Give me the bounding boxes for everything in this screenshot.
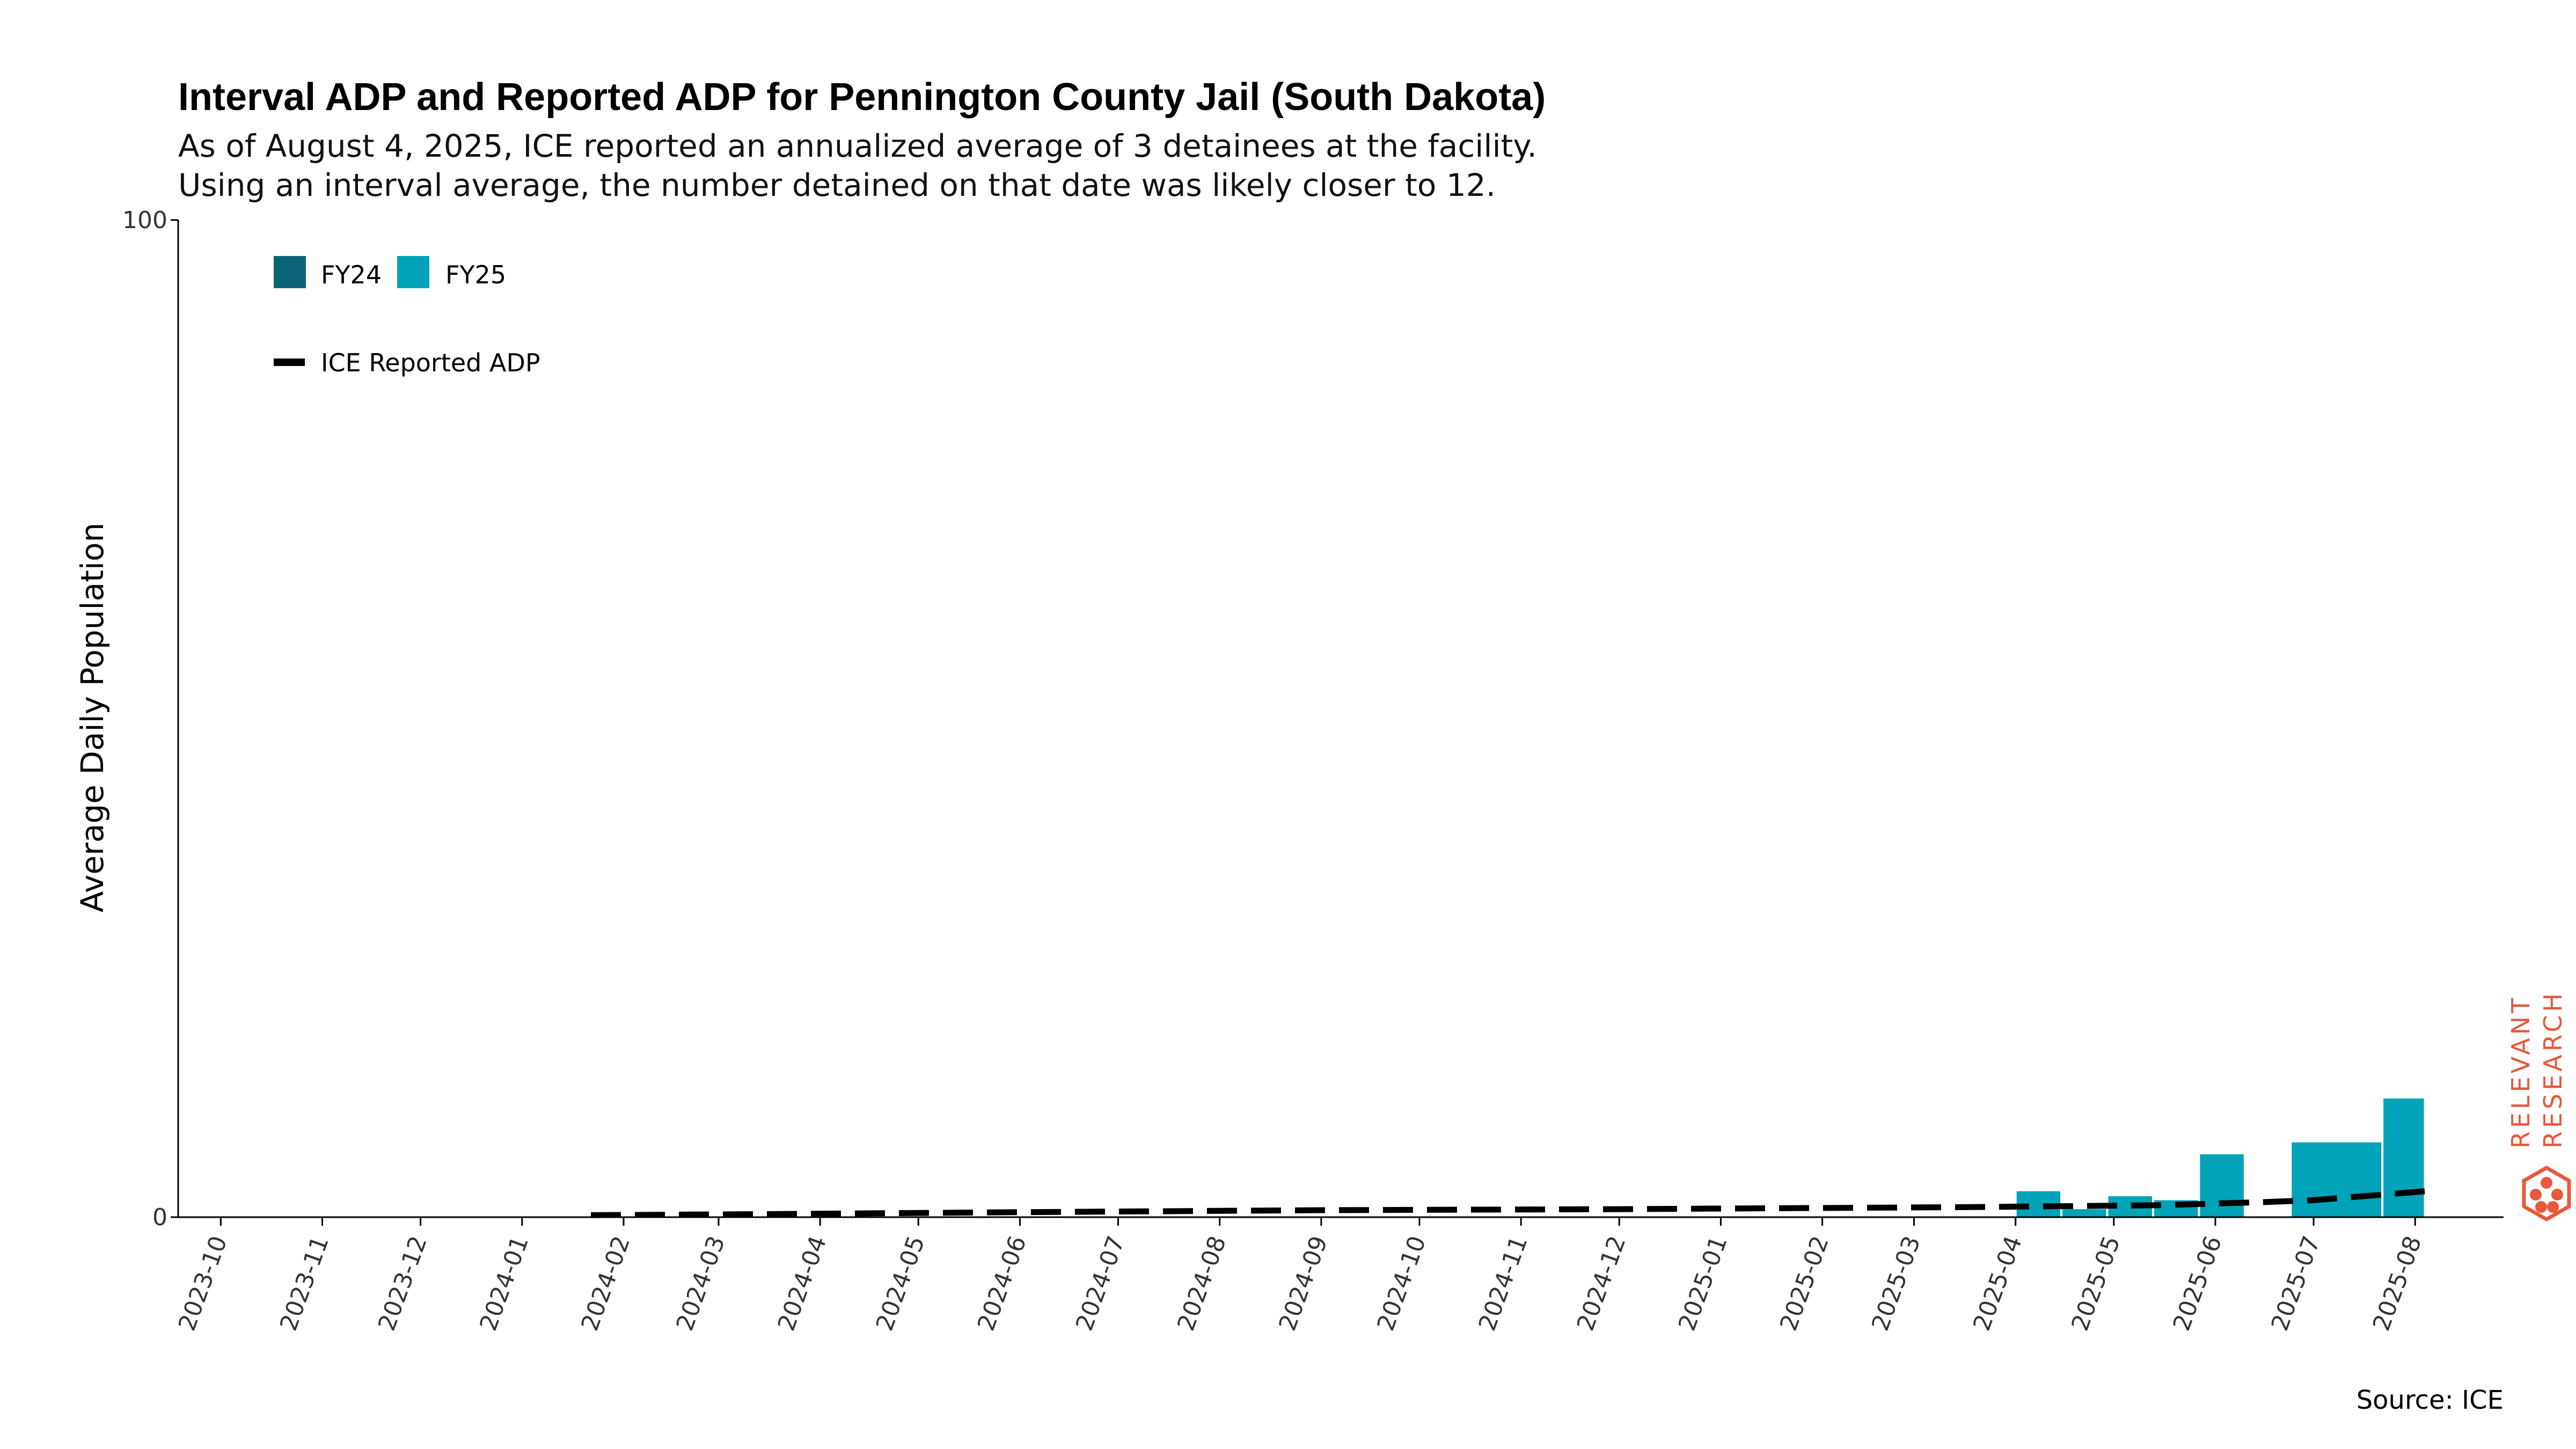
x-tick-label: 2025-04 bbox=[1968, 1232, 2028, 1334]
brand-line-2: RESEARCH bbox=[2538, 990, 2567, 1148]
x-tick-label: 2023-10 bbox=[173, 1232, 233, 1334]
bar-fy25-2 bbox=[2062, 1209, 2106, 1217]
legend-swatch-fy24 bbox=[274, 256, 306, 288]
legend: FY24 FY25 ICE Reported ADP bbox=[274, 256, 540, 377]
x-tick-label: 2024-06 bbox=[972, 1232, 1032, 1334]
bar-fy25-7 bbox=[2292, 1142, 2382, 1217]
x-axis-ticks: 2023-10 2023-11 2023-12 2024-01 2024-02 2024-… bbox=[173, 1217, 2427, 1335]
legend-swatch-fy25 bbox=[397, 256, 429, 288]
x-tick-label: 2025-06 bbox=[2168, 1232, 2227, 1334]
reported-adp-line bbox=[590, 1188, 2425, 1218]
x-tick-label: 2023-11 bbox=[275, 1232, 334, 1334]
legend-label-fy24: FY24 bbox=[321, 260, 382, 289]
chart-subtitle-line-1: As of August 4, 2025, ICE reported an an… bbox=[178, 128, 1537, 164]
bars bbox=[2016, 1098, 2424, 1217]
y-axis-ticks: 0 100 bbox=[122, 207, 178, 1231]
x-tick-label: 2024-05 bbox=[871, 1232, 931, 1334]
y-tick-label: 0 bbox=[152, 1204, 167, 1231]
x-tick-label: 2025-07 bbox=[2266, 1232, 2326, 1334]
relevant-research-logo: RELEVANT RESEARCH bbox=[2506, 990, 2571, 1222]
x-tick-label: 2024-02 bbox=[576, 1232, 636, 1334]
x-tick-label: 2024-04 bbox=[773, 1232, 832, 1334]
x-tick-label: 2024-11 bbox=[1474, 1232, 1533, 1334]
x-tick-label: 2024-08 bbox=[1172, 1232, 1232, 1334]
legend-label-reported-adp: ICE Reported ADP bbox=[321, 348, 540, 377]
legend-label-fy25: FY25 bbox=[445, 260, 506, 289]
line-reported-adp bbox=[590, 1188, 2425, 1218]
x-tick-label: 2025-01 bbox=[1673, 1232, 1733, 1334]
x-tick-label: 2025-08 bbox=[2368, 1232, 2427, 1334]
x-tick-label: 2024-01 bbox=[474, 1232, 534, 1334]
x-tick-label: 2024-10 bbox=[1372, 1232, 1432, 1334]
chart-title: Interval ADP and Reported ADP for Pennin… bbox=[178, 76, 1546, 119]
y-tick-label: 100 bbox=[122, 207, 167, 234]
x-tick-label: 2025-05 bbox=[2066, 1232, 2126, 1334]
chart-subtitle-line-2: Using an interval average, the number de… bbox=[178, 167, 1496, 203]
axes bbox=[177, 220, 2504, 1218]
brand-hexagon-icon bbox=[2522, 1165, 2571, 1222]
bar-fy25-5 bbox=[2200, 1154, 2244, 1217]
x-tick-label: 2023-12 bbox=[373, 1232, 433, 1334]
bar-fy25-8 bbox=[2383, 1098, 2424, 1217]
x-tick-label: 2024-07 bbox=[1071, 1232, 1130, 1334]
x-tick-label: 2024-03 bbox=[671, 1232, 730, 1334]
y-axis-label: Average Daily Population bbox=[74, 523, 111, 913]
x-tick-label: 2025-03 bbox=[1867, 1232, 1926, 1334]
brand-line-1: RELEVANT bbox=[2506, 995, 2535, 1148]
source-note: Source: ICE bbox=[2357, 1385, 2504, 1415]
x-tick-label: 2025-02 bbox=[1775, 1232, 1834, 1334]
x-tick-label: 2024-12 bbox=[1572, 1232, 1631, 1334]
x-tick-label: 2024-09 bbox=[1274, 1232, 1333, 1334]
